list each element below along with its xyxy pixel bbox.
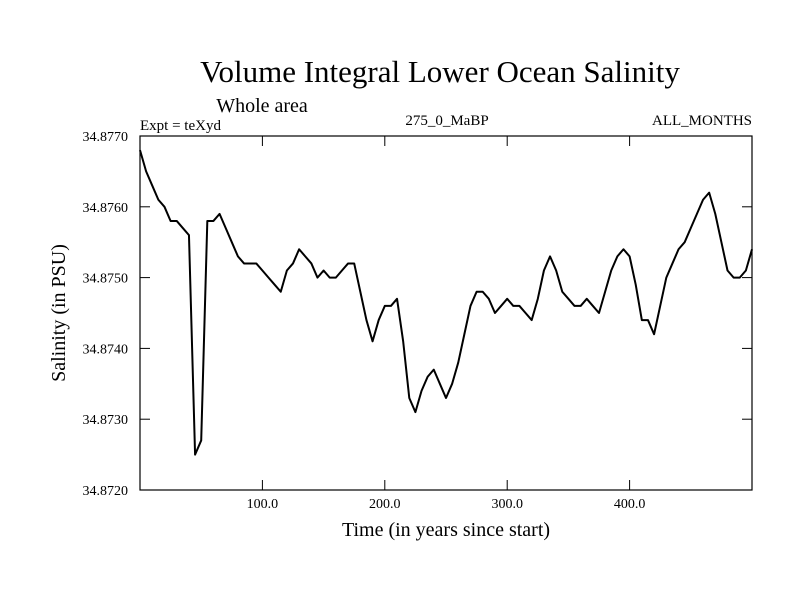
y-tick-label: 34.8740 [83,342,129,357]
period-label: 275_0_MaBP [405,113,488,129]
x-tick-label: 200.0 [369,497,401,512]
y-tick-label: 34.8760 [83,201,129,216]
x-axis: 100.0 200.0 300.0 400.0 [247,136,646,512]
x-tick-label: 100.0 [247,497,279,512]
plot-frame [139,135,753,491]
y-axis-label: Salinity (in PSU) [48,244,70,382]
y-tick-label: 34.8770 [83,130,129,145]
y-tick-label: 34.8720 [83,484,129,499]
salinity-series-line [139,149,753,456]
chart-subtitle: Whole area [216,95,308,117]
x-tick-label: 400.0 [614,497,646,512]
y-tick-label: 34.8730 [83,413,129,428]
experiment-label: Expt = teXyd [140,118,221,134]
y-axis: 34.8720 34.8730 34.8740 34.8750 34.8760 34.87… [83,130,752,499]
chart-title: Volume Integral Lower Ocean Salinity [200,54,680,89]
x-tick-label: 300.0 [491,497,523,512]
months-label: ALL_MONTHS [652,113,752,129]
y-tick-label: 34.8750 [83,272,129,287]
x-axis-label: Time (in years since start) [342,519,550,541]
